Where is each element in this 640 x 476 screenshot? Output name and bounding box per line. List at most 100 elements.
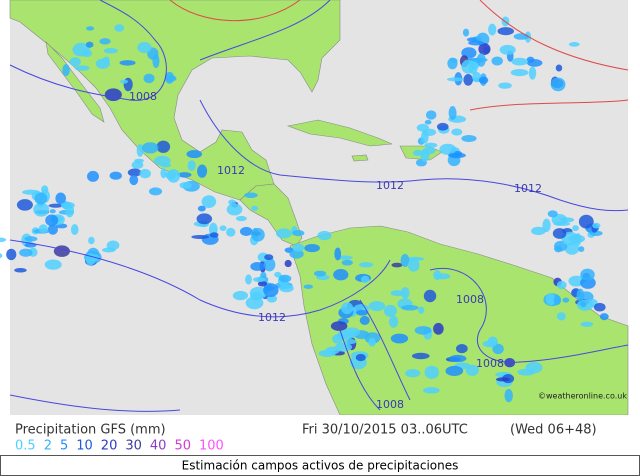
- legend-level: 20: [101, 439, 118, 454]
- isobar-line: [199, 0, 331, 61]
- rain-cell: [0, 237, 7, 243]
- valid-time: Fri 30/10/2015 03..06UTC: [302, 423, 468, 438]
- rain-cell: [249, 286, 268, 300]
- rain-cell: [250, 262, 265, 271]
- rain-cell: [85, 253, 96, 266]
- isobar-line: [9, 239, 391, 318]
- isobar-label: 1008: [456, 293, 484, 306]
- rain-cell: [274, 271, 282, 278]
- rain-cell: [53, 245, 70, 257]
- rain-cell: [553, 240, 568, 252]
- legend-level: 50: [174, 439, 191, 454]
- rain-cell: [24, 236, 38, 242]
- legend-title: Precipitation GFS (mm): [15, 423, 166, 438]
- rain-cell: [44, 259, 62, 270]
- rain-cell: [81, 49, 93, 58]
- rain-cell: [578, 246, 585, 253]
- rain-cell: [562, 297, 570, 303]
- rain-cell: [103, 47, 118, 54]
- rain-cell: [412, 149, 423, 156]
- baja-california: [45, 41, 105, 123]
- rain-cell: [555, 64, 563, 72]
- south-america: [289, 225, 629, 416]
- rain-cell: [580, 268, 595, 281]
- rain-cell: [49, 209, 56, 214]
- rain-cell: [48, 203, 63, 208]
- rain-cell: [317, 230, 332, 241]
- rain-cell: [510, 68, 529, 77]
- rain-cell: [547, 210, 558, 218]
- isobar-line: [339, 299, 411, 411]
- rain-cell: [564, 242, 580, 255]
- rain-cell: [177, 172, 192, 178]
- rain-cell: [423, 289, 437, 303]
- rain-cell: [303, 284, 313, 289]
- rain-cell: [447, 57, 458, 70]
- rain-cell: [511, 57, 528, 66]
- rain-cell: [19, 248, 33, 257]
- rain-cell: [232, 290, 249, 301]
- rain-cell: [553, 295, 562, 306]
- rain-cell: [86, 26, 95, 31]
- rain-cell: [358, 262, 374, 268]
- rain-cell: [109, 171, 122, 180]
- rain-cell: [560, 217, 575, 223]
- caption: Estimación campos activos de precipitaci…: [182, 459, 459, 473]
- rain-cell: [197, 205, 206, 212]
- rain-cell: [239, 226, 253, 237]
- rain-cell: [425, 110, 437, 120]
- rain-cell: [278, 274, 292, 283]
- rain-cell: [405, 369, 421, 378]
- isobar-label: 1012: [217, 164, 245, 177]
- rain-cell: [148, 187, 163, 196]
- rain-cell: [433, 270, 442, 281]
- rain-cell: [156, 140, 171, 153]
- rain-cell: [257, 281, 268, 287]
- rain-cell: [289, 249, 304, 259]
- rain-cell: [251, 205, 259, 211]
- rain-cell: [251, 227, 265, 242]
- rain-cell: [22, 189, 40, 195]
- rain-cell: [545, 293, 556, 306]
- isobar-line: [9, 394, 181, 412]
- rain-cell: [359, 315, 370, 326]
- rain-cell: [492, 343, 504, 355]
- rain-cell: [191, 234, 210, 239]
- rain-cell: [245, 274, 252, 285]
- rain-cell: [102, 247, 116, 253]
- rain-cell: [468, 40, 485, 46]
- legend-level: 30: [125, 439, 142, 454]
- rain-cell: [446, 77, 465, 82]
- rain-cell: [260, 271, 267, 279]
- isobar-line: [429, 268, 629, 363]
- rain-cell: [139, 168, 151, 179]
- rain-cell: [0, 253, 3, 259]
- rain-cell: [186, 150, 203, 159]
- rain-cell: [226, 203, 243, 216]
- rain-cell: [244, 192, 258, 199]
- rain-cell: [263, 257, 276, 272]
- rain-cell: [102, 56, 110, 65]
- isobar-labels: 1008 1012 1012 1012 1012 1008 1008 1008: [129, 90, 542, 411]
- isobars: [9, 0, 629, 412]
- legend-levels: 0.5 2 5 10 20 30 40 50 100: [15, 439, 224, 454]
- rain-cell: [141, 142, 159, 154]
- rain-cell: [451, 128, 463, 136]
- rain-cell: [424, 142, 438, 148]
- jamaica: [351, 154, 369, 162]
- rain-cell: [433, 322, 444, 335]
- rain-cell: [499, 44, 516, 55]
- rain-cell: [245, 296, 264, 310]
- rain-cell: [401, 304, 419, 311]
- rain-cell: [578, 214, 594, 229]
- rain-cell: [179, 181, 192, 189]
- rain-cell: [531, 226, 546, 236]
- rain-cell: [257, 252, 269, 262]
- rain-cell: [445, 365, 464, 377]
- credit: ©weatheronline.co.uk: [538, 392, 627, 401]
- rain-cell: [576, 288, 585, 302]
- rain-cell: [160, 163, 172, 168]
- rain-cell: [292, 243, 305, 252]
- rain-cell: [74, 65, 90, 71]
- rain-cell: [580, 301, 587, 308]
